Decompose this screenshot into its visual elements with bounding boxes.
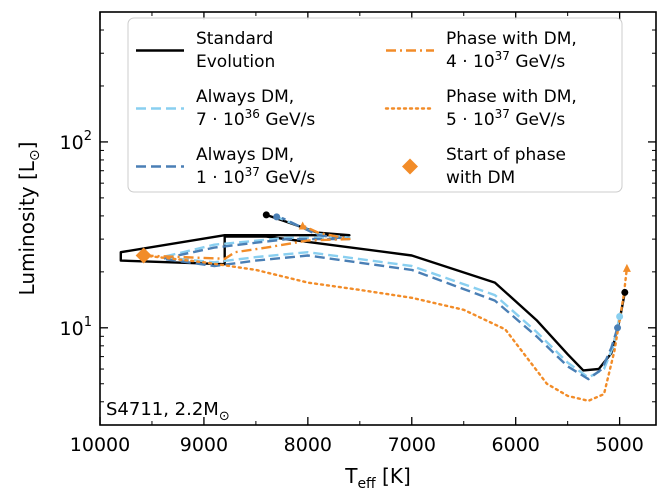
marker-triangle-5 <box>298 221 307 230</box>
legend-box <box>127 17 623 193</box>
legend-label-4-line2: 5 · 1037 GeV/s <box>446 107 565 130</box>
marker-circle-1 <box>621 288 629 296</box>
series-line-4 <box>142 254 629 402</box>
marker-diamond-0 <box>135 247 152 264</box>
x-tick-label-0: 10000 <box>70 434 130 456</box>
legend-label-1-line1: Always DM, <box>196 87 294 107</box>
legend-label-4-line1: Phase with DM, <box>446 87 577 107</box>
marker-triangle-4 <box>622 263 631 272</box>
legend-label-3-line1: Phase with DM, <box>446 29 577 49</box>
axis-ticks: 10000 9000 8000 7000 6000 5000 101 102 <box>60 12 656 456</box>
x-tick-label-1: 9000 <box>180 434 228 456</box>
legend-handle-5 <box>402 158 418 175</box>
x-tick-label-3: 7000 <box>388 434 436 456</box>
legend-label-3-line2: 4 · 1037 GeV/s <box>446 49 565 72</box>
y-axis-label: Luminosity [L⊙] <box>15 142 43 296</box>
series-line-2 <box>161 216 619 381</box>
legend-label-0-line1: Standard <box>196 29 273 49</box>
plot-frame <box>99 11 657 426</box>
legend-label-1-line2: 7 · 1036 GeV/s <box>196 107 315 130</box>
marker-circle-6 <box>262 211 270 219</box>
marker-circle-2 <box>616 313 624 321</box>
x-axis-label: Teff [K] <box>344 464 411 492</box>
legend-label-0-line2: Evolution <box>196 52 275 72</box>
x-tick-label-2: 8000 <box>284 434 332 456</box>
star-annotation: S4711, 2.2M⊙ <box>106 399 230 424</box>
x-tick-label-4: 6000 <box>492 434 540 456</box>
y-tick-label-0: 101 <box>60 315 92 340</box>
marker-circle-3 <box>614 324 622 332</box>
marker-circle-7 <box>273 213 281 221</box>
y-tick-label-1: 102 <box>60 129 92 154</box>
plot-lines <box>119 213 629 402</box>
legend-label-5-line1: Start of phase <box>446 145 566 165</box>
legend-label-5-line2: with DM <box>446 168 515 188</box>
legend-label-2-line2: 1 · 1037 GeV/s <box>196 165 315 188</box>
series-line-3 <box>143 224 351 260</box>
plot-markers <box>135 211 631 332</box>
x-tick-label-5: 5000 <box>595 434 643 456</box>
legend-label-2-line1: Always DM, <box>196 145 294 165</box>
